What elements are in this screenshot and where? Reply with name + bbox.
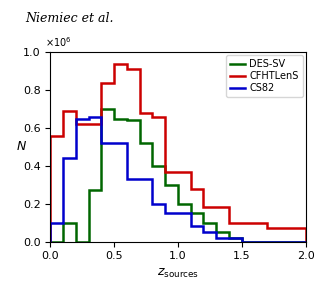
Text: $\times10^6$: $\times10^6$ (45, 35, 72, 49)
Legend: DES-SV, CFHTLenS, CS82: DES-SV, CFHTLenS, CS82 (226, 55, 303, 97)
Y-axis label: $N$: $N$ (16, 141, 27, 153)
Text: Niemiec et al.: Niemiec et al. (25, 12, 114, 25)
X-axis label: $z_\mathrm{sources}$: $z_\mathrm{sources}$ (157, 267, 199, 280)
